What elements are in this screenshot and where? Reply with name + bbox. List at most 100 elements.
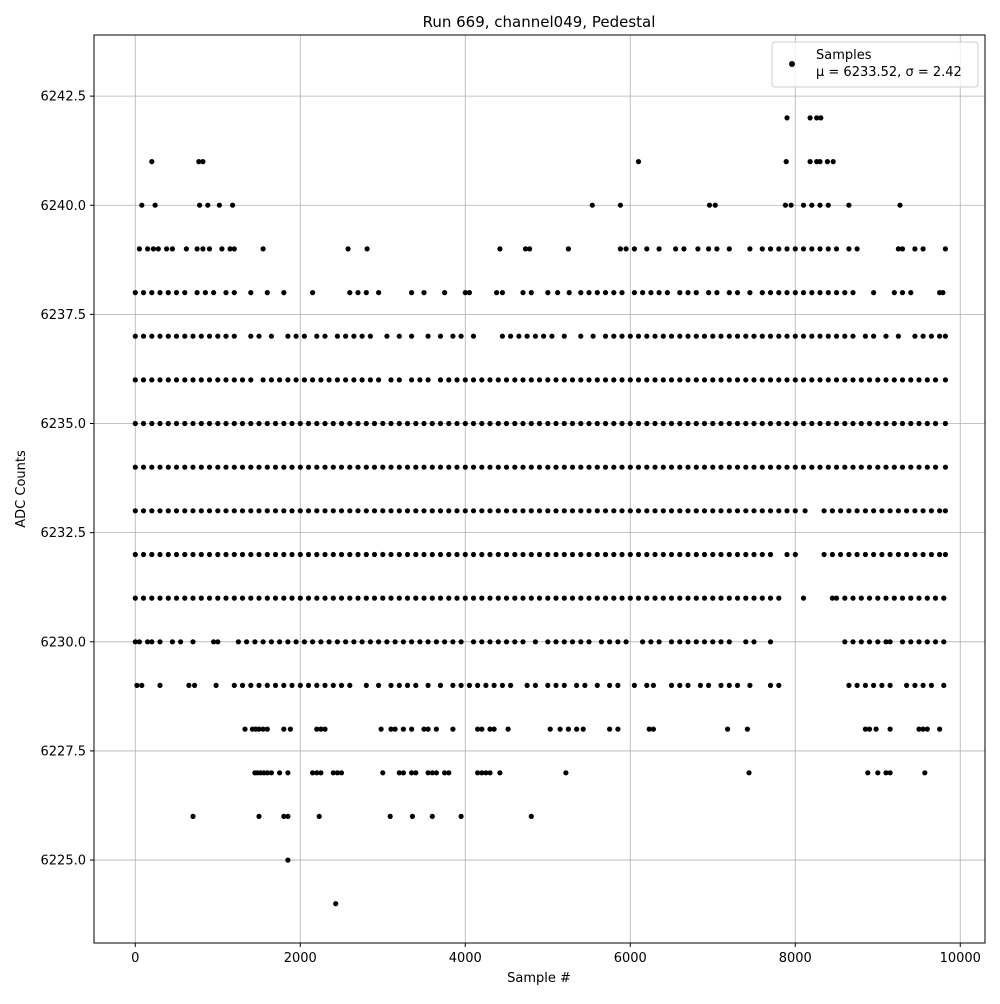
data-point (285, 377, 291, 383)
data-point (223, 377, 229, 383)
data-point (155, 246, 161, 252)
data-point (367, 639, 373, 645)
data-point (520, 290, 526, 296)
data-point (916, 377, 922, 383)
data-point (363, 508, 369, 514)
data-point (904, 551, 910, 558)
data-point (330, 551, 336, 558)
data-point (904, 682, 910, 689)
data-point (701, 551, 708, 558)
data-point (619, 551, 625, 558)
data-point (561, 639, 567, 645)
data-point (924, 420, 930, 427)
data-point (164, 246, 170, 252)
data-point (310, 639, 316, 645)
data-point (912, 333, 918, 339)
data-point (149, 159, 155, 165)
data-point (850, 420, 856, 427)
data-point (635, 377, 642, 383)
data-point (899, 377, 906, 383)
data-point (858, 639, 864, 645)
data-point (710, 377, 716, 383)
data-point (413, 682, 419, 689)
data-point (198, 595, 204, 601)
data-point (942, 464, 949, 470)
data-point (318, 639, 324, 645)
data-point (833, 290, 840, 296)
data-point (891, 420, 897, 427)
data-point (783, 159, 789, 165)
data-point (817, 377, 823, 383)
data-point (437, 508, 444, 514)
data-point (660, 377, 666, 383)
data-point (652, 551, 658, 558)
data-point (396, 464, 402, 470)
data-point (817, 290, 823, 296)
data-point (937, 726, 943, 732)
data-point (660, 464, 666, 470)
data-point (578, 333, 584, 339)
data-point (916, 420, 922, 427)
data-point (553, 551, 559, 558)
data-point (842, 377, 848, 383)
data-point (520, 377, 526, 383)
data-point (648, 290, 654, 296)
data-point (619, 333, 625, 339)
data-point (264, 551, 270, 558)
data-point (784, 508, 790, 514)
data-point (260, 246, 266, 252)
data-point (887, 726, 893, 732)
data-point (619, 420, 625, 427)
data-point (520, 595, 526, 601)
data-point (685, 377, 691, 383)
data-point (759, 551, 765, 558)
data-point (371, 551, 378, 558)
data-point (260, 377, 266, 383)
data-point (520, 508, 526, 514)
data-point (450, 639, 456, 645)
data-point (928, 508, 935, 514)
data-point (437, 464, 444, 470)
data-point (557, 726, 563, 732)
data-point (751, 595, 757, 601)
data-point (895, 246, 902, 252)
data-point (590, 333, 596, 339)
data-point (891, 377, 897, 383)
data-point (289, 464, 295, 470)
data-point (640, 290, 646, 296)
data-point (190, 508, 196, 514)
data-point (437, 551, 444, 558)
data-point (619, 508, 625, 514)
data-point (879, 551, 885, 558)
data-point (305, 595, 312, 601)
data-point (425, 333, 431, 339)
data-point (524, 333, 530, 339)
data-point (380, 770, 386, 776)
data-point (145, 246, 151, 252)
data-point (503, 639, 510, 645)
data-point (165, 595, 171, 601)
data-point (871, 290, 877, 296)
data-point (547, 726, 553, 732)
data-point (516, 333, 522, 339)
data-point (479, 377, 485, 383)
data-point (615, 639, 621, 645)
data-point (631, 246, 638, 252)
data-point (866, 464, 873, 470)
data-point (578, 420, 584, 427)
data-point (660, 420, 666, 427)
data-point (134, 682, 140, 689)
data-point (817, 246, 823, 252)
data-point (409, 290, 415, 296)
data-point (264, 726, 270, 732)
y-tick-label: 6227.5 (41, 744, 87, 759)
data-point (792, 333, 798, 339)
data-point (747, 246, 753, 252)
data-point (231, 508, 237, 514)
data-point (784, 290, 790, 296)
data-point (759, 290, 765, 296)
data-point (495, 464, 501, 470)
data-point (784, 333, 790, 339)
data-point (409, 726, 415, 732)
